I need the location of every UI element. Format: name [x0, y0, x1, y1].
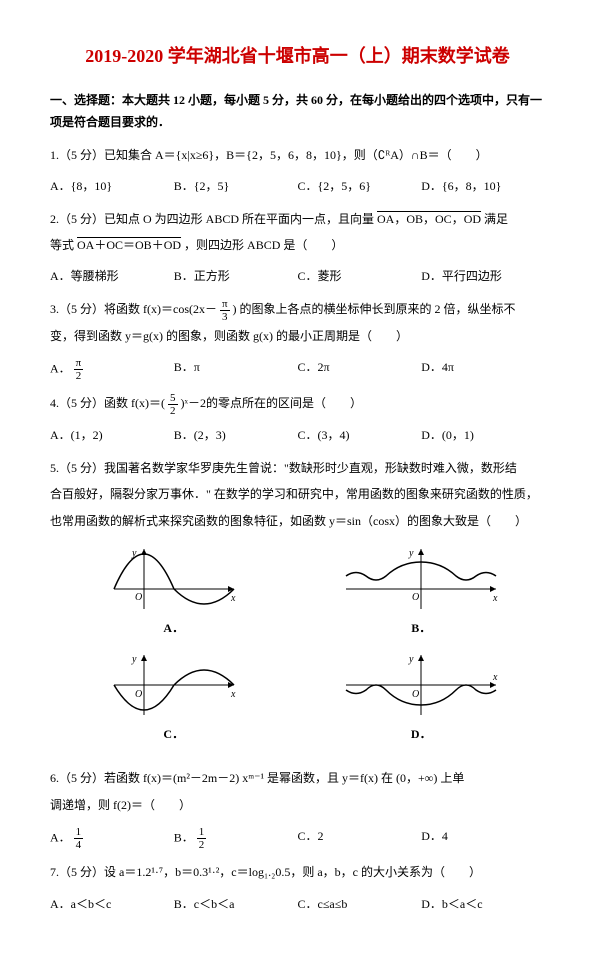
q5-label-d: D．	[307, 724, 535, 746]
question-2: 2.（5 分）已知点 O 为四边形 ABCD 所在平面内一点，且向量 OA，OB…	[50, 206, 545, 259]
page-title: 2019-2020 学年湖北省十堰市高一（上）期末数学试卷	[50, 40, 545, 72]
q5-charts: x y O A． x y O B． x y O C．	[50, 544, 545, 755]
q1-opt-c: C．{2，5，6}	[298, 176, 422, 198]
svg-text:y: y	[131, 548, 137, 559]
q7-opt-d: D．b＜a＜c	[421, 894, 545, 916]
q2-l2b: ，则四边形 ABCD 是（ ）	[184, 238, 343, 252]
question-5: 5.（5 分）我国著名数学家华罗庚先生曾说："数缺形时少直观，形缺数时难入微，数…	[50, 455, 545, 534]
q5-p1: 5.（5 分）我国著名数学家华罗庚先生曾说："数缺形时少直观，形缺数时难入微，数…	[50, 461, 517, 475]
svg-text:x: x	[230, 689, 236, 700]
q6-opt-a: A． 14	[50, 826, 174, 851]
q4-opt-c: C．(3，4)	[298, 425, 422, 447]
q3-opt-a: A． π2	[50, 357, 174, 382]
q5-label-b: B．	[307, 618, 535, 640]
q3-opt-c: C．2π	[298, 357, 422, 382]
q3-l1a: 3.（5 分）将函数 f(x)＝cos(2x－	[50, 302, 217, 316]
q5-chart-a: x y O A．	[60, 544, 288, 640]
question-7: 7.（5 分）设 a＝1.2¹·⁷，b＝0.3¹·²，c＝log₁.₂0.5，则…	[50, 859, 545, 885]
q5-chart-b: x y O B．	[307, 544, 535, 640]
q1-text: 1.（5 分）已知集合 A＝{x|x≥6}，B＝{2，5，6，8，10}，则（∁…	[50, 148, 488, 162]
q2-vecs: OA，OB，OC，OD	[377, 212, 481, 226]
q2-opt-a: A．等腰梯形	[50, 266, 174, 288]
q1-options: A．{8，10} B．{2，5} C．{2，5，6} D．{6，8，10}	[50, 176, 545, 198]
q2-l2a: 等式	[50, 238, 77, 252]
q4-opt-a: A．(1，2)	[50, 425, 174, 447]
svg-text:x: x	[230, 593, 236, 604]
question-6: 6.（5 分）若函数 f(x)＝(m²－2m－2) xᵐ⁻¹ 是幂函数，且 y＝…	[50, 765, 545, 818]
q6-l2: 调递增，则 f(2)＝（ ）	[50, 798, 191, 812]
svg-text:O: O	[135, 689, 142, 700]
q7-opt-b: B．c＜b＜a	[174, 894, 298, 916]
question-1: 1.（5 分）已知集合 A＝{x|x≥6}，B＝{2，5，6，8，10}，则（∁…	[50, 142, 545, 168]
q7-opt-c: C．c≤a≤b	[298, 894, 422, 916]
svg-text:y: y	[408, 654, 414, 665]
q1-opt-a: A．{8，10}	[50, 176, 174, 198]
q2-opt-b: B．正方形	[174, 266, 298, 288]
q4-ta: 4.（5 分）函数 f(x)＝(	[50, 396, 165, 410]
q4-frac: 52	[168, 392, 178, 417]
q3-l1b: ) 的图象上各点的横坐标伸长到原来的 2 倍，纵坐标不	[233, 302, 516, 316]
q6-opt-c: C．2	[298, 826, 422, 851]
q7-text: 7.（5 分）设 a＝1.2¹·⁷，b＝0.3¹·²，c＝log₁.₂0.5，则…	[50, 865, 481, 879]
q4-opt-b: B．(2，3)	[174, 425, 298, 447]
q5-label-c: C．	[60, 724, 288, 746]
q3-opt-b: B．π	[174, 357, 298, 382]
q5-chart-c: x y O C．	[60, 650, 288, 746]
question-3: 3.（5 分）将函数 f(x)＝cos(2x－ π3 ) 的图象上各点的横坐标伸…	[50, 296, 545, 349]
q5-label-a: A．	[60, 618, 288, 640]
svg-text:y: y	[408, 548, 414, 559]
q6-opt-b: B． 12	[174, 826, 298, 851]
svg-text:x: x	[492, 593, 498, 604]
q5-p2: 合百般好，隔裂分家万事休．" 在数学的学习和研究中，常用函数的图象来研究函数的性…	[50, 487, 538, 501]
q4-tb: )ˣ－2的零点所在的区间是（ ）	[181, 396, 362, 410]
svg-text:O: O	[412, 592, 419, 603]
q6-options: A． 14 B． 12 C．2 D．4	[50, 826, 545, 851]
q3-frac: π3	[220, 298, 230, 323]
q3-a-frac: π2	[74, 357, 84, 382]
q6-opt-d: D．4	[421, 826, 545, 851]
q5-p3: 也常用函数的解析式来探究函数的图象特征，如函数 y＝sin（cosx）的图象大致…	[50, 514, 527, 528]
q2-opt-d: D．平行四边形	[421, 266, 545, 288]
question-4: 4.（5 分）函数 f(x)＝( 52 )ˣ－2的零点所在的区间是（ ）	[50, 390, 545, 417]
q3-l2: 变，得到函数 y＝g(x) 的图象，则函数 g(x) 的最小正周期是（ ）	[50, 329, 408, 343]
q7-opt-a: A．a＜b＜c	[50, 894, 174, 916]
q1-opt-d: D．{6，8，10}	[421, 176, 545, 198]
q2-eq: OA＋OC＝OB＋OD	[77, 238, 181, 252]
section-1-header: 一、选择题：本大题共 12 小题，每小题 5 分，共 60 分，在每小题给出的四…	[50, 90, 545, 133]
svg-text:x: x	[492, 672, 498, 683]
q2-options: A．等腰梯形 B．正方形 C．菱形 D．平行四边形	[50, 266, 545, 288]
q7-options: A．a＜b＜c B．c＜b＜a C．c≤a≤b D．b＜a＜c	[50, 894, 545, 916]
svg-text:O: O	[135, 592, 142, 603]
q2-opt-c: C．菱形	[298, 266, 422, 288]
q4-options: A．(1，2) B．(2，3) C．(3，4) D．(0，1)	[50, 425, 545, 447]
q2-l1: 2.（5 分）已知点 O 为四边形 ABCD 所在平面内一点，且向量	[50, 212, 377, 226]
q2-l1b: 满足	[484, 212, 508, 226]
q3-options: A． π2 B．π C．2π D．4π	[50, 357, 545, 382]
svg-text:O: O	[412, 689, 419, 700]
q3-opt-d: D．4π	[421, 357, 545, 382]
q4-opt-d: D．(0，1)	[421, 425, 545, 447]
svg-text:y: y	[131, 654, 137, 665]
q6-l1: 6.（5 分）若函数 f(x)＝(m²－2m－2) xᵐ⁻¹ 是幂函数，且 y＝…	[50, 771, 464, 785]
q1-opt-b: B．{2，5}	[174, 176, 298, 198]
q5-chart-d: x y O D．	[307, 650, 535, 746]
